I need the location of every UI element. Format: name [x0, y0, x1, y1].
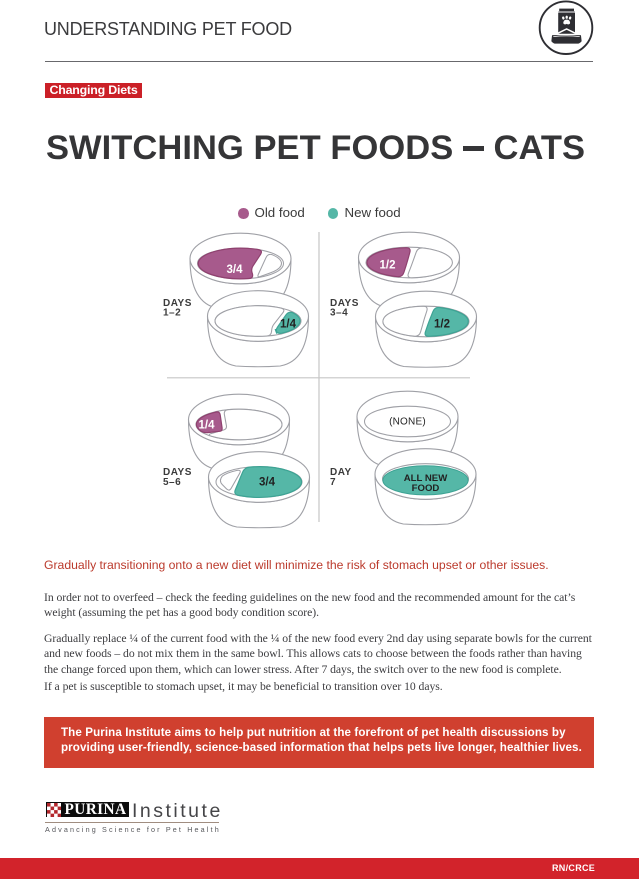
svg-text:7: 7	[330, 477, 336, 488]
svg-text:1–2: 1–2	[163, 307, 181, 318]
svg-text:5–6: 5–6	[163, 477, 181, 488]
svg-text:DAYS: DAYS	[330, 298, 359, 309]
svg-text:(NONE): (NONE)	[389, 417, 426, 428]
svg-text:3/4: 3/4	[227, 264, 244, 276]
svg-text:ALL NEW: ALL NEW	[404, 473, 448, 484]
svg-text:FOOD: FOOD	[412, 483, 440, 494]
svg-text:DAY: DAY	[330, 467, 352, 478]
svg-text:1/4: 1/4	[280, 319, 297, 331]
svg-text:1/2: 1/2	[380, 260, 396, 272]
svg-text:1/4: 1/4	[199, 420, 216, 432]
svg-text:DAYS: DAYS	[163, 298, 192, 309]
svg-text:1/2: 1/2	[434, 319, 450, 331]
svg-text:3/4: 3/4	[259, 477, 276, 489]
svg-text:DAYS: DAYS	[163, 467, 192, 478]
svg-text:3–4: 3–4	[330, 307, 348, 318]
